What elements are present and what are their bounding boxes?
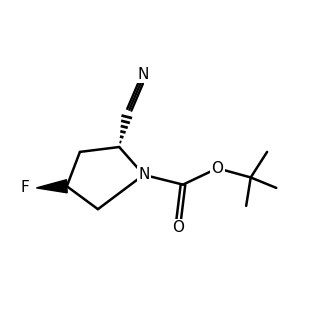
Text: O: O [211,161,223,176]
Polygon shape [36,180,67,193]
Text: N: N [137,67,148,82]
Text: N: N [138,167,149,182]
Text: O: O [172,220,184,235]
Text: F: F [20,181,29,195]
